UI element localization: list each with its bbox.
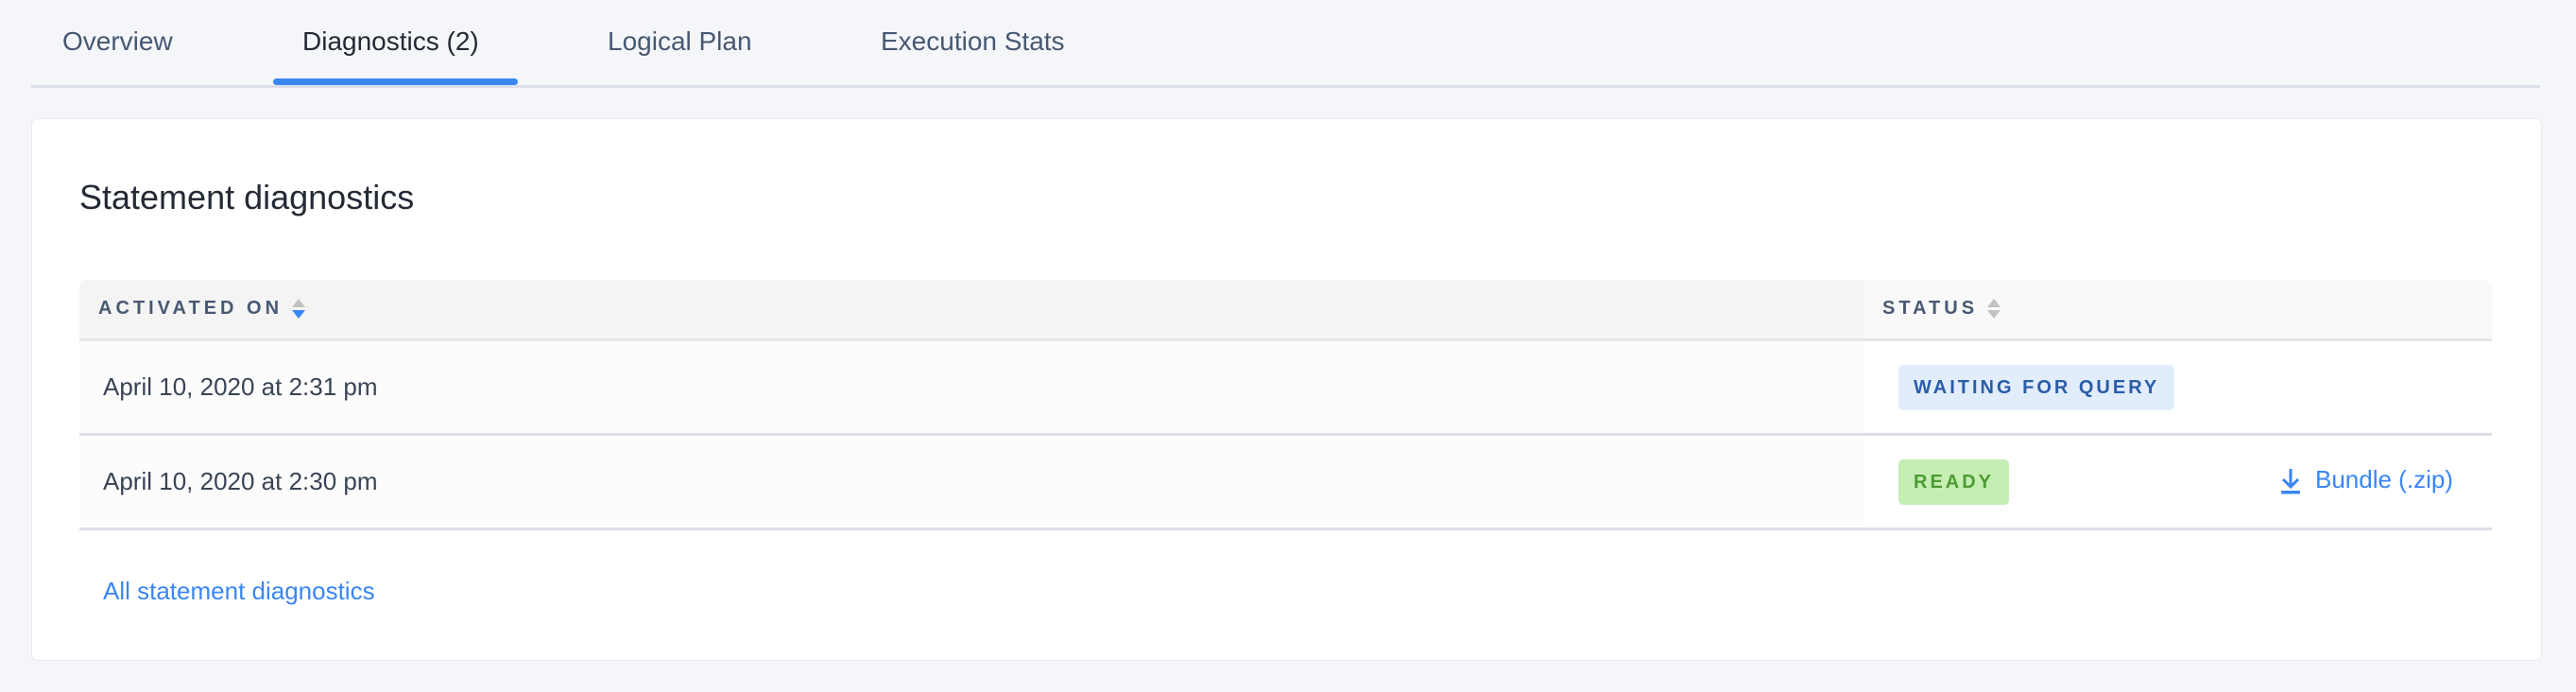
download-bundle-link[interactable]: Bundle (.zip) xyxy=(2279,465,2453,495)
table-header: ACTIVATED ON STATUS xyxy=(79,280,2492,341)
tab-logical-plan[interactable]: Logical Plan xyxy=(608,26,752,56)
tab-overview[interactable]: Overview xyxy=(62,26,173,56)
activated-on-cell: April 10, 2020 at 2:30 pm xyxy=(103,467,378,495)
download-icon xyxy=(2281,469,2300,494)
download-label: Bundle (.zip) xyxy=(2315,465,2453,493)
active-tab-indicator xyxy=(273,78,518,85)
table-row: April 10, 2020 at 2:30 pm READY Bundle (… xyxy=(79,436,2492,530)
table-row: April 10, 2020 at 2:31 pm WAITING FOR QU… xyxy=(79,341,2492,436)
column-label: STATUS xyxy=(1882,298,1979,319)
tab-bar: Overview Diagnostics (2) Logical Plan Ex… xyxy=(31,0,2540,88)
status-badge: WAITING FOR QUERY xyxy=(1898,365,2175,410)
tab-diagnostics[interactable]: Diagnostics (2) xyxy=(302,26,479,56)
sort-caret-icon xyxy=(292,298,306,320)
activated-on-cell: April 10, 2020 at 2:31 pm xyxy=(103,372,378,401)
sort-caret-icon xyxy=(1987,298,2001,320)
all-statement-diagnostics-link[interactable]: All statement diagnostics xyxy=(103,577,375,605)
statement-diagnostics-card: Statement diagnostics ACTIVATED ON STATU… xyxy=(31,118,2542,661)
column-label: ACTIVATED ON xyxy=(98,298,283,319)
card-title: Statement diagnostics xyxy=(79,178,415,216)
column-header-status[interactable]: STATUS xyxy=(1882,298,2001,320)
diagnostics-table: ACTIVATED ON STATUS April 10, 2020 at 2:… xyxy=(79,280,2492,530)
column-header-activated-on[interactable]: ACTIVATED ON xyxy=(98,298,306,320)
tab-execution-stats[interactable]: Execution Stats xyxy=(881,26,1065,56)
status-badge: READY xyxy=(1898,459,2010,505)
